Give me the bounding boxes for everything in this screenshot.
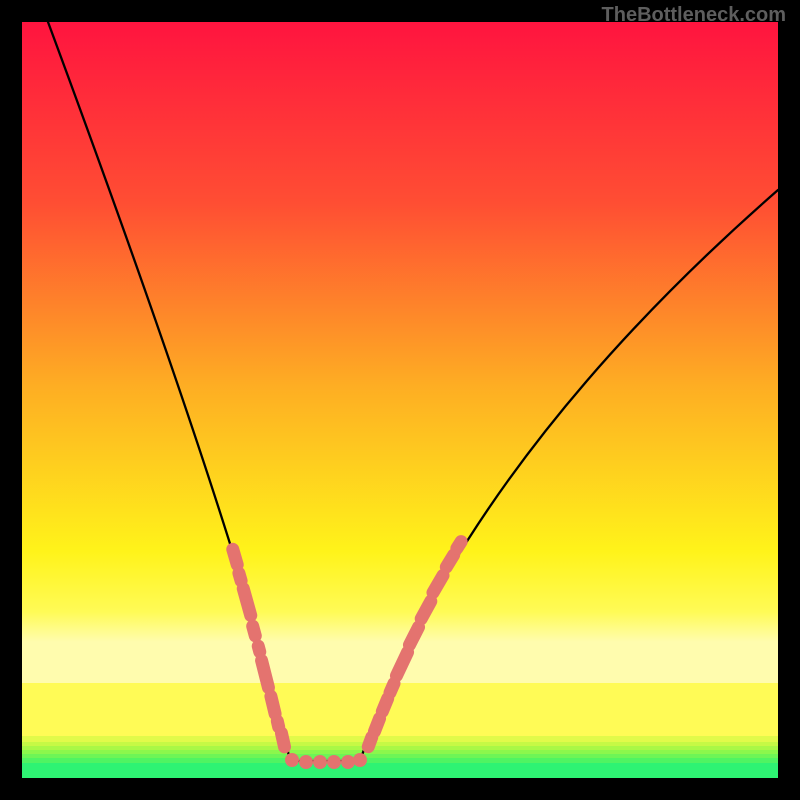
- curve-svg: [22, 22, 778, 778]
- watermark-text: TheBottleneck.com: [602, 4, 786, 26]
- watermark: TheBottleneck.com: [602, 4, 786, 27]
- plot-area: [22, 22, 778, 778]
